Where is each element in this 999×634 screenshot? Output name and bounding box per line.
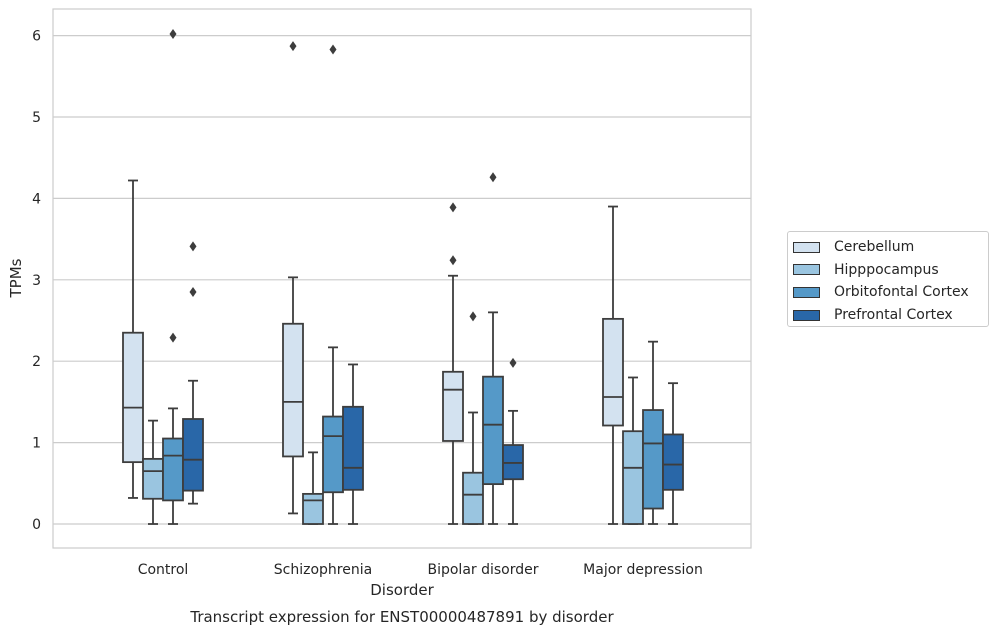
y-tick-label: 4: [32, 191, 41, 207]
box-prefrontal-cortex-2: [502, 357, 524, 525]
legend-label: Prefrontal Cortex: [834, 307, 953, 324]
box-orbitofontal-cortex-2: [482, 172, 504, 525]
outlier-point: [169, 332, 177, 343]
y-tick-label: 3: [32, 273, 41, 289]
x-tick-labels: Control Schizophrenia Bipolar disorder Majo…: [138, 562, 703, 578]
iqr-box: [142, 457, 164, 500]
outlier-point: [189, 241, 197, 252]
box-prefrontal-cortex-1: [342, 363, 364, 525]
box-orbitofontal-cortex-0: [162, 28, 184, 525]
outlier-point: [469, 311, 477, 322]
iqr-box: [622, 430, 644, 525]
boxes-layer: [122, 28, 684, 525]
legend-label: Orbitofontal Cortex: [834, 284, 969, 301]
iqr-box: [462, 471, 484, 525]
y-tick-label: 5: [32, 110, 41, 126]
legend-swatch: [793, 241, 820, 253]
outlier-point: [189, 287, 197, 298]
iqr-box: [642, 409, 664, 510]
x-tick-label: Schizophrenia: [274, 562, 372, 578]
box-hipppocampus-3: [622, 376, 644, 525]
legend-label: Hipppocampus: [834, 261, 939, 278]
legend-swatch: [793, 286, 820, 298]
iqr-box: [162, 437, 184, 502]
box-cerebellum-0: [122, 179, 144, 499]
x-tick-label: Bipolar disorder: [427, 562, 538, 578]
legend-item-orbitofrontal: Orbitofontal Cortex: [793, 281, 988, 304]
y-tick-labels: 0 1 2 3 4 5 6: [32, 29, 41, 533]
plot-frame: [52, 8, 752, 549]
legend-label: Cerebellum: [834, 239, 915, 256]
x-tick-label: Major depression: [583, 562, 703, 578]
legend-item-hippocampus: Hipppocampus: [793, 259, 988, 282]
outlier-point: [169, 28, 177, 39]
outlier-point: [489, 172, 497, 183]
iqr-box: [322, 415, 344, 494]
outlier-point: [509, 357, 517, 368]
outlier-point: [449, 202, 457, 213]
box-cerebellum-2: [442, 202, 464, 525]
outlier-point: [449, 255, 457, 266]
outlier-point: [289, 41, 297, 52]
chart-title: Transcript expression for ENST0000048789…: [189, 608, 614, 626]
x-axis-label: Disorder: [370, 581, 434, 599]
legend-item-cerebellum: Cerebellum: [793, 236, 988, 259]
y-tick-label: 2: [32, 354, 41, 370]
legend-swatch: [793, 309, 820, 321]
x-tick-label: Control: [138, 562, 189, 578]
iqr-box: [282, 322, 304, 458]
y-tick-label: 0: [32, 517, 41, 533]
iqr-box: [122, 331, 144, 464]
iqr-box: [182, 418, 204, 492]
iqr-box: [662, 433, 684, 491]
iqr-box: [602, 317, 624, 427]
box-orbitofontal-cortex-3: [642, 340, 664, 525]
legend-swatch: [793, 264, 820, 276]
box-hipppocampus-1: [302, 451, 324, 525]
iqr-box: [482, 375, 504, 486]
y-tick-label: 6: [32, 29, 41, 45]
y-tick-label: 1: [32, 436, 41, 452]
box-cerebellum-1: [282, 41, 304, 515]
iqr-box: [442, 370, 464, 442]
box-hipppocampus-0: [142, 419, 164, 525]
outlier-point: [329, 44, 337, 55]
box-hipppocampus-2: [462, 311, 484, 525]
box-orbitofontal-cortex-1: [322, 44, 344, 525]
iqr-box: [342, 405, 364, 491]
legend-item-prefrontal: Prefrontal Cortex: [793, 304, 988, 327]
box-cerebellum-3: [602, 205, 624, 525]
iqr-box: [302, 492, 324, 525]
box-prefrontal-cortex-0: [182, 241, 204, 505]
box-prefrontal-cortex-3: [662, 382, 684, 525]
y-axis-label: TPMs: [7, 258, 25, 298]
legend: Cerebellum Hipppocampus Orbitofontal Cor…: [787, 231, 989, 327]
